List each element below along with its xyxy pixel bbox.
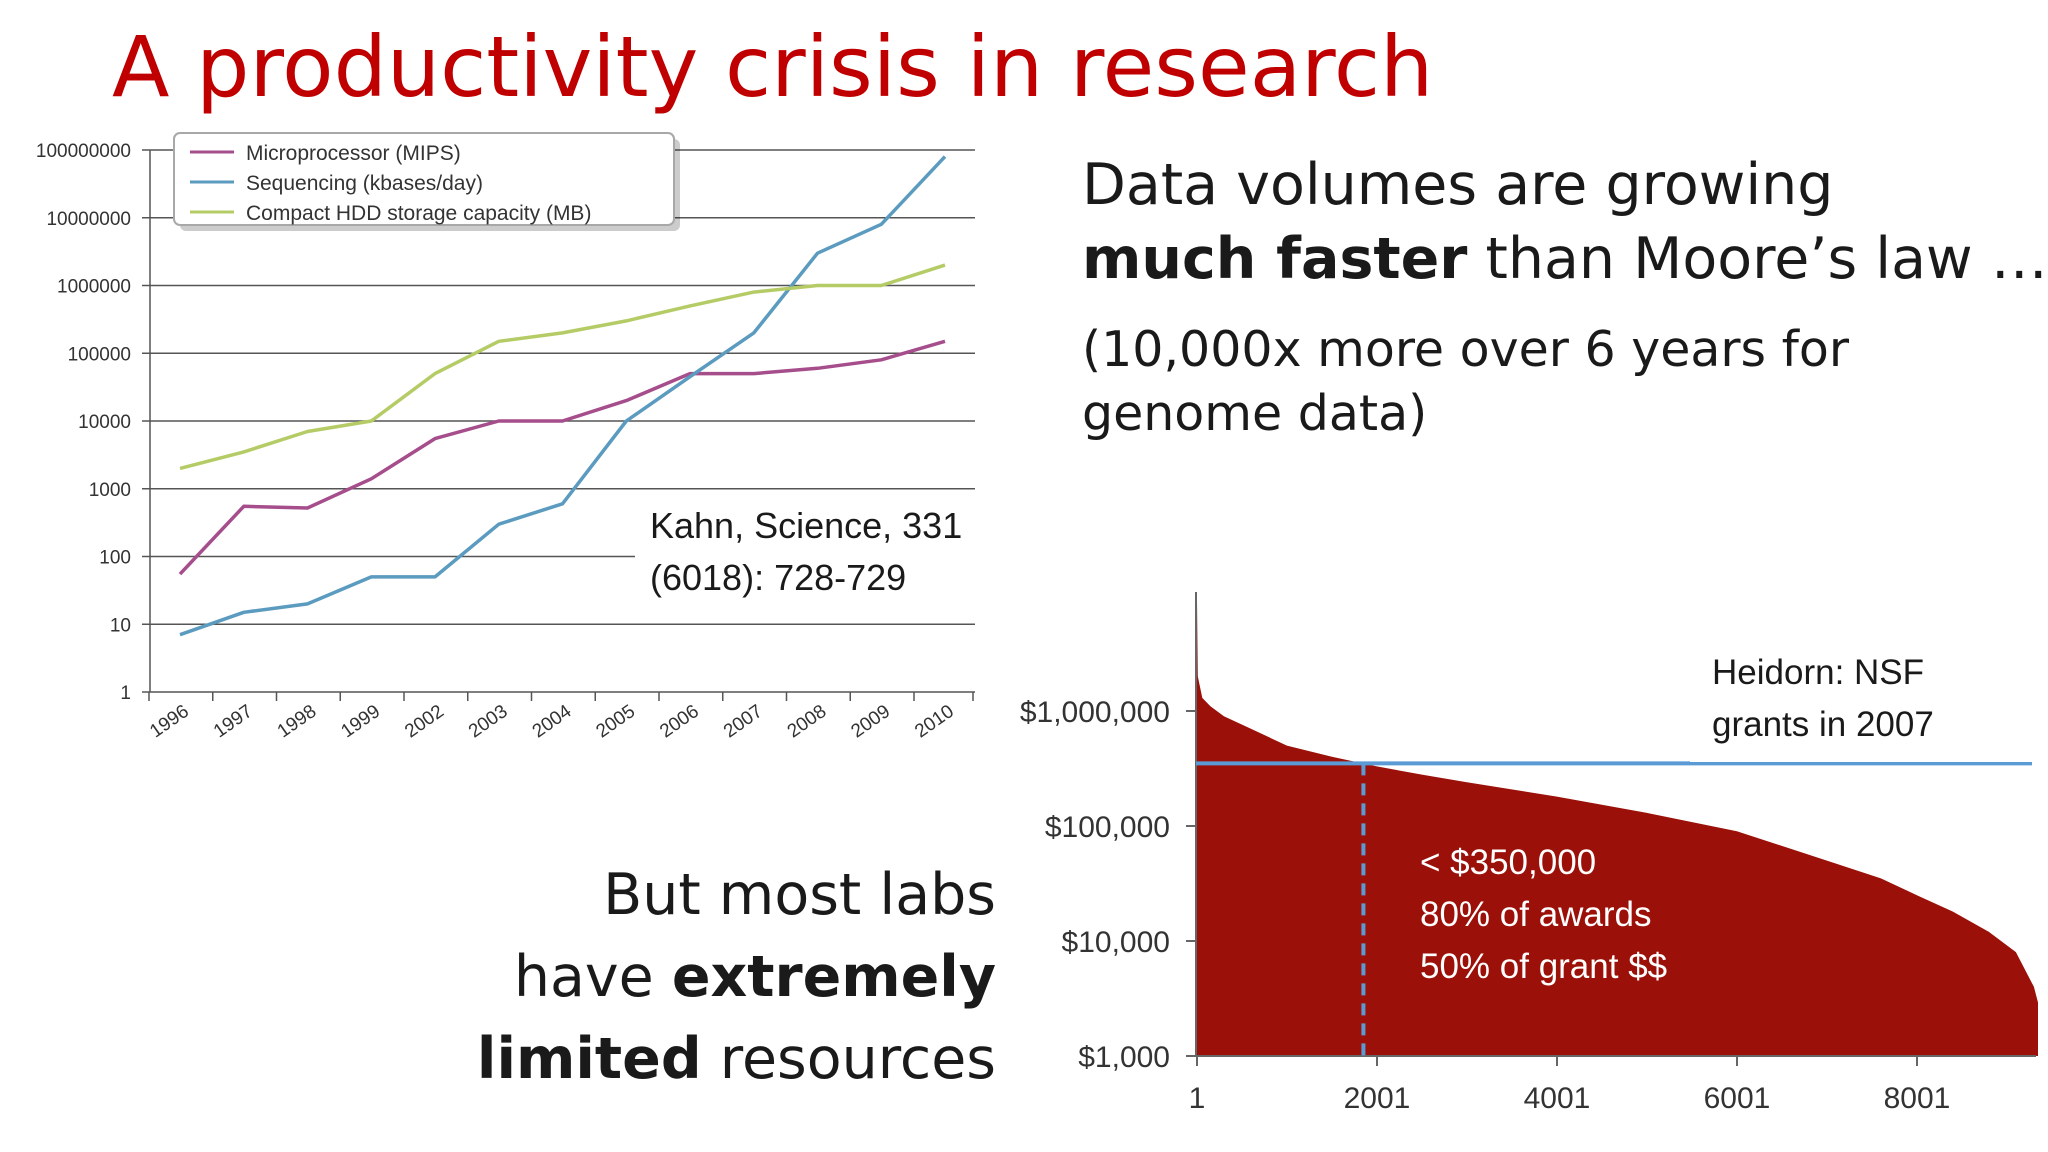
labs-line-3: limited resources xyxy=(477,1018,996,1100)
nsf-grants-reference-lines xyxy=(1196,761,2032,1056)
nsf-x-tick-label: 8001 xyxy=(1884,1082,1951,1115)
labs-line-3-rest: resources xyxy=(701,1026,996,1092)
nsf-grants-x-ticks: 1 2001 4001 6001 8001 xyxy=(1189,1056,1951,1115)
growth-y-tick-label: 10 xyxy=(110,615,131,636)
growth-x-tick-label: 2010 xyxy=(911,701,958,742)
growth-y-tick-label: 10000000 xyxy=(46,209,131,230)
growth-x-tick-label: 2008 xyxy=(784,701,831,742)
nsf-stat-line-1: < $350,000 xyxy=(1420,843,1596,882)
nsf-grants-area xyxy=(1197,601,2038,1056)
labs-line-2-start: have xyxy=(513,944,672,1010)
nsf-y-tick-label: $10,000 xyxy=(1062,926,1170,959)
nsf-x-tick-label: 6001 xyxy=(1704,1082,1771,1115)
growth-y-tick-label: 100000 xyxy=(68,344,131,365)
citation-line-2: (6018): 728-729 xyxy=(650,557,906,598)
growth-x-tick-label: 2002 xyxy=(401,701,448,742)
nsf-y-tick-label: $100,000 xyxy=(1045,811,1170,844)
nsf-x-tick-label: 4001 xyxy=(1524,1082,1591,1115)
nsf-x-tick-label: 2001 xyxy=(1344,1082,1411,1115)
growth-y-tick-label: 1 xyxy=(120,683,131,704)
legend-label-microprocessor: Microprocessor (MIPS) xyxy=(246,142,461,165)
growth-x-tick-label: 1999 xyxy=(337,701,384,742)
growth-y-tick-label: 100000000 xyxy=(36,141,131,162)
headline-line-1: Data volumes are growing xyxy=(1082,152,1834,218)
growth-y-tick-label: 1000000 xyxy=(57,277,131,298)
growth-y-tick-label: 10000 xyxy=(78,412,131,433)
series-line-hdd xyxy=(179,263,946,471)
growth-chart-x-axis: 1996 1997 1998 1999 2002 2003 2004 2005 2006 2007… xyxy=(146,692,974,743)
slide-title: A productivity crisis in research xyxy=(112,18,1434,116)
labs-line-2: have extremely xyxy=(477,936,996,1018)
growth-chart-y-ticks: 1 10 100 1000 10000 100000 1000000 10000000 1000… xyxy=(36,141,131,704)
genome-note-line-1: (10,000x more over 6 years for xyxy=(1082,321,1850,378)
growth-x-tick-label: 2005 xyxy=(592,701,639,742)
series-line-microprocessor xyxy=(178,339,946,576)
growth-x-tick-label: 1998 xyxy=(274,701,321,742)
nsf-stat-line-3: 50% of grant $$ xyxy=(1420,947,1667,986)
growth-chart: 1 10 100 1000 10000 100000 1000000 10000000 1000… xyxy=(36,132,980,743)
labs-text: But most labs have extremely limited res… xyxy=(477,854,996,1100)
genome-note-line-2: genome data) xyxy=(1082,385,1428,442)
labs-emphasis-limited: limited xyxy=(476,1026,702,1092)
headline-emphasis: much faster xyxy=(1082,226,1468,292)
growth-x-tick-label: 2006 xyxy=(656,701,703,742)
nsf-x-tick-label: 1 xyxy=(1189,1082,1206,1115)
labs-emphasis-extremely: extremely xyxy=(671,944,996,1010)
growth-x-tick-label: 1996 xyxy=(146,701,193,742)
growth-x-tick-label: 2007 xyxy=(720,701,767,742)
growth-y-tick-label: 100 xyxy=(99,548,131,569)
nsf-y-tick-label: $1,000,000 xyxy=(1020,696,1170,729)
headline-text: Data volumes are growing much faster tha… xyxy=(1082,148,2048,296)
nsf-y-tick-label: $1,000 xyxy=(1078,1041,1170,1074)
growth-chart-series xyxy=(178,155,947,637)
growth-x-tick-label: 2009 xyxy=(847,701,894,742)
headline-line-2: much faster than Moore’s law … xyxy=(1082,222,2048,296)
nsf-grants-y-ticks: $1,000 $10,000 $100,000 $1,000,000 xyxy=(1020,696,1196,1074)
growth-x-tick-label: 1997 xyxy=(210,701,257,742)
nsf-grants-chart: $1,000 $10,000 $100,000 $1,000,000 1 2001 400… xyxy=(1020,592,2038,1115)
growth-x-tick-label: 2004 xyxy=(529,701,576,743)
grant-distribution-area xyxy=(1197,601,2038,1056)
growth-x-tick-label: 2003 xyxy=(465,701,512,742)
series-line-sequencing xyxy=(179,155,947,637)
legend-label-hdd: Compact HDD storage capacity (MB) xyxy=(246,202,591,225)
headline-line-2-rest: than Moore’s law … xyxy=(1467,226,2048,292)
citation-line-1: Kahn, Science, 331 xyxy=(650,505,962,546)
genome-note: (10,000x more over 6 years for genome da… xyxy=(1082,318,1849,446)
labs-line-1: But most labs xyxy=(603,862,996,928)
legend-label-sequencing: Sequencing (kbases/day) xyxy=(246,172,483,195)
nsf-grants-axes xyxy=(1195,592,2036,1057)
nsf-title-line-2: grants in 2007 xyxy=(1712,705,1934,744)
nsf-title-line-1: Heidorn: NSF xyxy=(1712,653,1924,692)
growth-chart-legend: Microprocessor (MIPS) Sequencing (kbases… xyxy=(173,132,680,231)
nsf-stat-line-2: 80% of awards xyxy=(1420,895,1652,934)
growth-y-tick-label: 1000 xyxy=(89,480,131,501)
